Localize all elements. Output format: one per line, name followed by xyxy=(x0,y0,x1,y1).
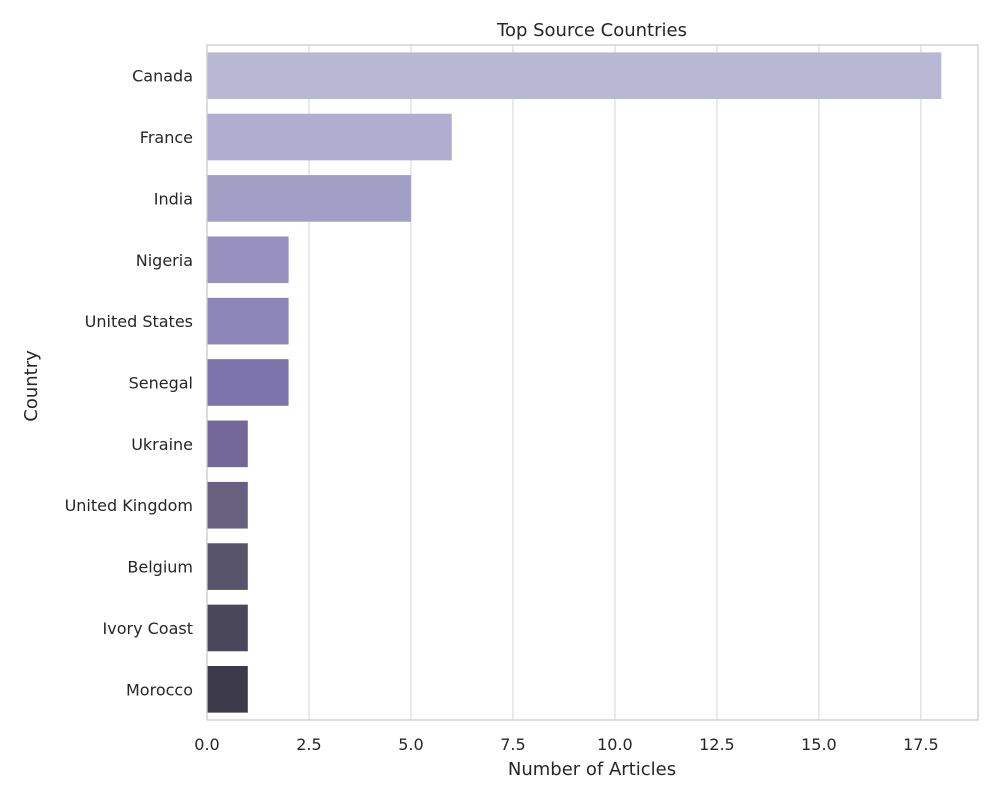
y-tick-label: India xyxy=(154,189,193,208)
y-tick-label: Ukraine xyxy=(131,435,193,454)
x-tick-label: 15.0 xyxy=(801,735,837,754)
y-tick-label: Ivory Coast xyxy=(103,619,193,638)
bar xyxy=(207,420,248,468)
x-tick-label: 5.0 xyxy=(398,735,423,754)
chart-title: Top Source Countries xyxy=(496,20,687,41)
y-tick-label: Canada xyxy=(132,67,193,86)
bar xyxy=(207,604,248,652)
y-tick-label: United States xyxy=(85,312,193,331)
y-tick-labels: Canada France India Nigeria United States Sen… xyxy=(65,67,193,700)
y-tick-label: United Kingdom xyxy=(65,496,193,515)
x-tick-label: 7.5 xyxy=(500,735,525,754)
y-tick-label: Senegal xyxy=(129,374,193,393)
x-tick-label: 12.5 xyxy=(699,735,735,754)
bar xyxy=(207,236,289,284)
bar xyxy=(207,543,248,590)
x-tick-label: 2.5 xyxy=(296,735,321,754)
bar xyxy=(207,175,411,222)
bar xyxy=(207,113,452,161)
bar xyxy=(207,481,248,529)
bar xyxy=(207,52,942,99)
x-tick-label: 17.5 xyxy=(903,735,939,754)
y-tick-label: Belgium xyxy=(127,558,193,577)
bar xyxy=(207,359,289,406)
plot-frame xyxy=(206,44,979,721)
y-axis-label: Country xyxy=(21,350,42,422)
y-tick-label: Morocco xyxy=(126,680,193,699)
x-axis-label: Number of Articles xyxy=(508,759,676,780)
x-tick-labels: 0.0 2.5 5.0 7.5 10.0 12.5 15.0 17.5 xyxy=(194,735,938,754)
x-tick-label: 10.0 xyxy=(597,735,633,754)
x-tick-label: 0.0 xyxy=(194,735,219,754)
y-tick-label: France xyxy=(140,128,193,147)
bars xyxy=(207,52,942,713)
bar xyxy=(207,297,289,345)
y-tick-label: Nigeria xyxy=(136,251,193,270)
bar xyxy=(207,666,248,713)
